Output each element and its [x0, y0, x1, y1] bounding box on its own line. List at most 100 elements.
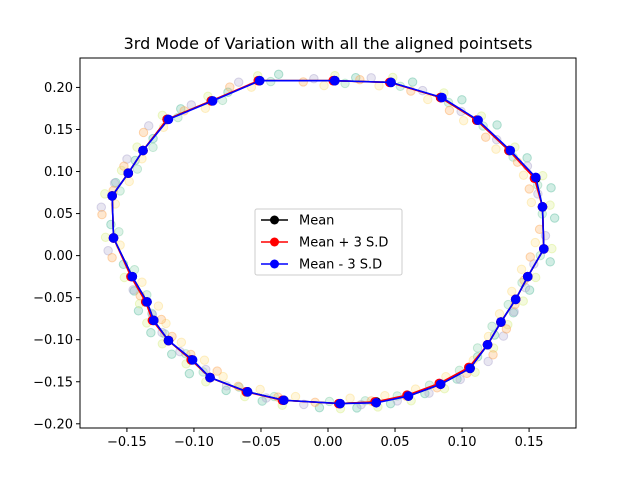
- series-point-2: [510, 294, 521, 305]
- background-point: [132, 164, 143, 174]
- series-point-2: [123, 168, 134, 179]
- series-point-2: [163, 335, 174, 346]
- x-tick-label: −0.05: [241, 435, 281, 450]
- x-tick-label: 0.15: [515, 435, 544, 450]
- y-tick-label: 0.05: [44, 207, 73, 222]
- background-point: [423, 94, 433, 105]
- x-tick-label: 0.10: [448, 435, 477, 450]
- background-point: [176, 337, 187, 347]
- legend-marker-1: [270, 237, 279, 247]
- background-point: [545, 257, 555, 267]
- background-point: [494, 309, 505, 319]
- background-point: [530, 237, 540, 248]
- y-tick-label: −0.05: [33, 291, 73, 306]
- background-point: [492, 120, 502, 130]
- legend-label-1: Mean + 3 S.D: [299, 236, 388, 251]
- legend-marker-0: [270, 215, 279, 225]
- background-point: [472, 343, 483, 353]
- background-point: [103, 246, 113, 256]
- background-point: [266, 76, 276, 87]
- series-point-2: [163, 114, 174, 125]
- background-point: [212, 366, 222, 376]
- series-point-2: [329, 75, 340, 86]
- background-point: [524, 184, 534, 194]
- background-point: [100, 232, 111, 242]
- series-point-2: [403, 391, 414, 401]
- background-point: [501, 324, 512, 334]
- legend-marker-2: [270, 259, 279, 269]
- background-point: [218, 371, 228, 382]
- y-tick-label: 0.00: [44, 249, 73, 264]
- background-point: [107, 252, 117, 263]
- series-point-2: [522, 271, 533, 282]
- background-point: [128, 285, 138, 295]
- series-point-2: [207, 96, 218, 106]
- series-point-2: [465, 363, 475, 374]
- background-point: [319, 80, 329, 91]
- series-point-2: [437, 92, 447, 103]
- background-point: [480, 132, 491, 142]
- background-point: [547, 243, 557, 254]
- background-point: [233, 77, 244, 87]
- x-tick-label: −0.15: [107, 435, 147, 450]
- series-point-2: [278, 395, 289, 406]
- background-point: [491, 144, 501, 154]
- series-layer: [107, 75, 549, 409]
- background-point: [309, 74, 319, 84]
- background-point: [507, 286, 517, 297]
- series-point-2: [371, 397, 382, 408]
- y-tick-label: 0.20: [44, 81, 73, 96]
- series-point-2: [107, 191, 117, 201]
- background-point: [124, 176, 134, 187]
- background-point: [549, 213, 560, 223]
- series-point-2: [335, 398, 345, 409]
- x-tick-label: 0.00: [314, 435, 343, 450]
- legend: Mean Mean + 3 S.D Mean - 3 S.D: [254, 208, 403, 276]
- background-point: [457, 95, 467, 105]
- series-point-2: [205, 372, 215, 383]
- background-point: [255, 384, 265, 395]
- background-point: [114, 227, 124, 237]
- legend-box: [254, 208, 403, 276]
- series-point-2: [539, 244, 549, 254]
- background-point: [487, 321, 497, 332]
- background-point: [119, 161, 129, 171]
- series-point-2: [127, 271, 138, 282]
- background-point: [407, 77, 418, 87]
- series-point-2: [187, 355, 198, 365]
- background-point: [96, 202, 106, 212]
- background-point: [455, 374, 465, 385]
- y-tick-label: −0.15: [33, 375, 73, 390]
- background-point: [509, 307, 519, 317]
- background-point: [530, 272, 541, 283]
- y-tick-label: 0.10: [44, 165, 73, 180]
- y-axis: −0.20 −0.15 −0.10 −0.05 0.00 0.05 0.10 0.15 0.20: [33, 81, 80, 432]
- series-point-2: [482, 339, 493, 350]
- background-point: [137, 277, 147, 287]
- y-tick-label: −0.10: [33, 333, 73, 348]
- background-point: [526, 197, 537, 208]
- x-axis: −0.15 −0.10 −0.05 0.00 0.05 0.10 0.15: [107, 428, 544, 450]
- series-point-2: [148, 315, 159, 326]
- background-point: [97, 209, 107, 220]
- series-point-2: [530, 172, 541, 183]
- background-point: [133, 306, 144, 316]
- background-point: [290, 391, 301, 402]
- series-point-2: [537, 202, 548, 212]
- series-point-2: [435, 379, 446, 390]
- background-point: [546, 183, 556, 193]
- x-tick-label: −0.10: [174, 435, 214, 450]
- series-point-2: [242, 387, 253, 397]
- y-tick-label: 0.15: [44, 123, 73, 138]
- legend-label-2: Mean - 3 S.D: [299, 258, 382, 273]
- series-point-2: [108, 233, 119, 243]
- background-point: [324, 396, 335, 407]
- background-point: [366, 73, 376, 83]
- background-point: [225, 82, 235, 92]
- background-point: [488, 350, 498, 360]
- y-tick-label: −0.20: [33, 417, 73, 432]
- series-point-2: [386, 77, 396, 88]
- background-point: [483, 356, 493, 367]
- series-point-2: [473, 115, 483, 126]
